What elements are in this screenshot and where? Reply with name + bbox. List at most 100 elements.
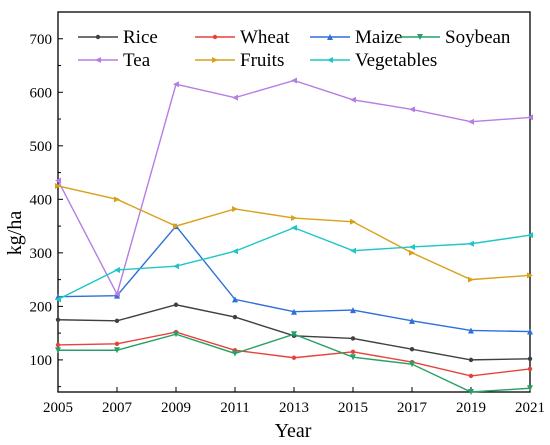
data-point-vegetables [232, 248, 238, 255]
series-line-soybean [58, 333, 531, 393]
data-point-rice [114, 318, 120, 324]
y-tick-label: 600 [30, 85, 53, 101]
data-point-wheat [468, 373, 474, 379]
x-tick-label: 2017 [397, 400, 428, 416]
data-point-rice [409, 346, 415, 352]
data-point-rice [173, 302, 179, 307]
data-point-tea [173, 81, 179, 88]
data-point-soybean [114, 347, 120, 354]
legend-item-tea: Tea [78, 50, 151, 71]
data-point-rice [55, 317, 61, 322]
legend-label-maize: Maize [355, 27, 402, 48]
data-point-maize [350, 307, 356, 314]
data-point-maize [232, 296, 238, 303]
data-point-tea [291, 77, 297, 84]
legend-label-fruits: Fruits [240, 50, 284, 71]
data-point-vegetables [527, 232, 533, 239]
legend-item-rice: Rice [78, 27, 158, 48]
data-point-wheat [527, 366, 533, 372]
y-axis-title: kg/ha [4, 211, 26, 256]
data-point-fruits [173, 223, 179, 230]
series-maize [55, 223, 533, 335]
series-line-wheat [57, 331, 531, 377]
data-point-maize [291, 308, 297, 315]
data-point-vegetables [409, 243, 415, 250]
legend-label-tea: Tea [123, 50, 151, 71]
data-point-rice [527, 356, 533, 362]
legend-item-vegetables: Vegetables [310, 50, 437, 71]
legend-item-maize: Maize [310, 27, 402, 48]
data-point-fruits [55, 182, 61, 189]
y-tick-label: 700 [30, 32, 53, 48]
data-point-soybean [350, 354, 356, 361]
data-point-rice [468, 357, 474, 363]
legend-label-rice: Rice [123, 27, 158, 48]
data-point-fruits [468, 276, 474, 283]
legend-item-wheat: Wheat [195, 27, 290, 48]
data-point-tea [409, 106, 415, 113]
data-point-tea [350, 96, 356, 103]
data-point-tea [232, 94, 238, 101]
data-point-fruits [527, 272, 533, 279]
data-point-vegetables [55, 296, 61, 303]
x-tick-label: 2021 [515, 400, 545, 416]
x-axis-title: Year [275, 420, 312, 442]
data-point-tea [114, 291, 120, 298]
y-tick-label: 100 [30, 353, 53, 369]
x-tick-label: 2009 [161, 400, 191, 416]
data-point-wheat [114, 341, 120, 347]
data-point-vegetables [114, 266, 120, 273]
series-line-vegetables [57, 226, 531, 301]
data-point-rice [350, 336, 356, 341]
x-tick-label: 2019 [456, 400, 486, 416]
data-point-soybean [468, 389, 474, 395]
legend: Rice Wheat Maize Soybean Tea Fruits Vegetables [78, 27, 511, 71]
data-point-vegetables [291, 224, 297, 231]
series-layer [55, 77, 533, 395]
data-point-maize [114, 292, 120, 299]
data-point-tea [527, 114, 533, 121]
data-point-soybean [173, 331, 179, 338]
data-point-vegetables [350, 247, 356, 254]
y-axis: 100 200 300 400 500 600 700 [30, 32, 63, 388]
data-point-tea [468, 118, 474, 125]
legend-marker-fruits [212, 57, 218, 63]
data-point-soybean [409, 361, 415, 368]
data-point-soybean [527, 385, 533, 392]
series-fruits [55, 182, 533, 283]
data-point-fruits [291, 215, 297, 222]
series-soybean [55, 331, 533, 395]
data-point-maize [409, 317, 415, 324]
x-tick-label: 2015 [338, 400, 368, 416]
data-point-vegetables [173, 263, 179, 270]
legend-item-fruits: Fruits [195, 50, 284, 71]
y-tick-label: 300 [30, 246, 53, 262]
x-tick-label: 2013 [279, 400, 309, 416]
legend-marker-rice [95, 34, 101, 40]
data-point-tea [55, 177, 61, 184]
series-tea [55, 77, 533, 298]
legend-marker-wheat [212, 34, 218, 40]
data-point-maize [527, 328, 533, 335]
legend-marker-soybean [417, 34, 423, 40]
series-line-fruits [57, 185, 531, 281]
data-point-fruits [409, 249, 415, 256]
legend-marker-maize [327, 34, 333, 40]
x-tick-label: 2011 [220, 400, 249, 416]
data-point-fruits [350, 218, 356, 225]
legend-label-soybean: Soybean [445, 27, 511, 48]
y-tick-label: 400 [30, 192, 53, 208]
legend-marker-vegetables [327, 57, 333, 63]
legend-item-soybean: Soybean [400, 27, 511, 48]
data-point-vegetables [468, 240, 474, 247]
series-line-maize [57, 224, 531, 333]
data-point-soybean [291, 331, 297, 338]
series-line-tea [57, 79, 531, 296]
data-point-soybean [55, 347, 61, 354]
y-tick-label: 200 [30, 299, 53, 315]
data-point-soybean [232, 350, 238, 357]
data-point-wheat [55, 342, 61, 348]
x-tick-label: 2005 [43, 400, 73, 416]
data-point-fruits [232, 205, 238, 212]
